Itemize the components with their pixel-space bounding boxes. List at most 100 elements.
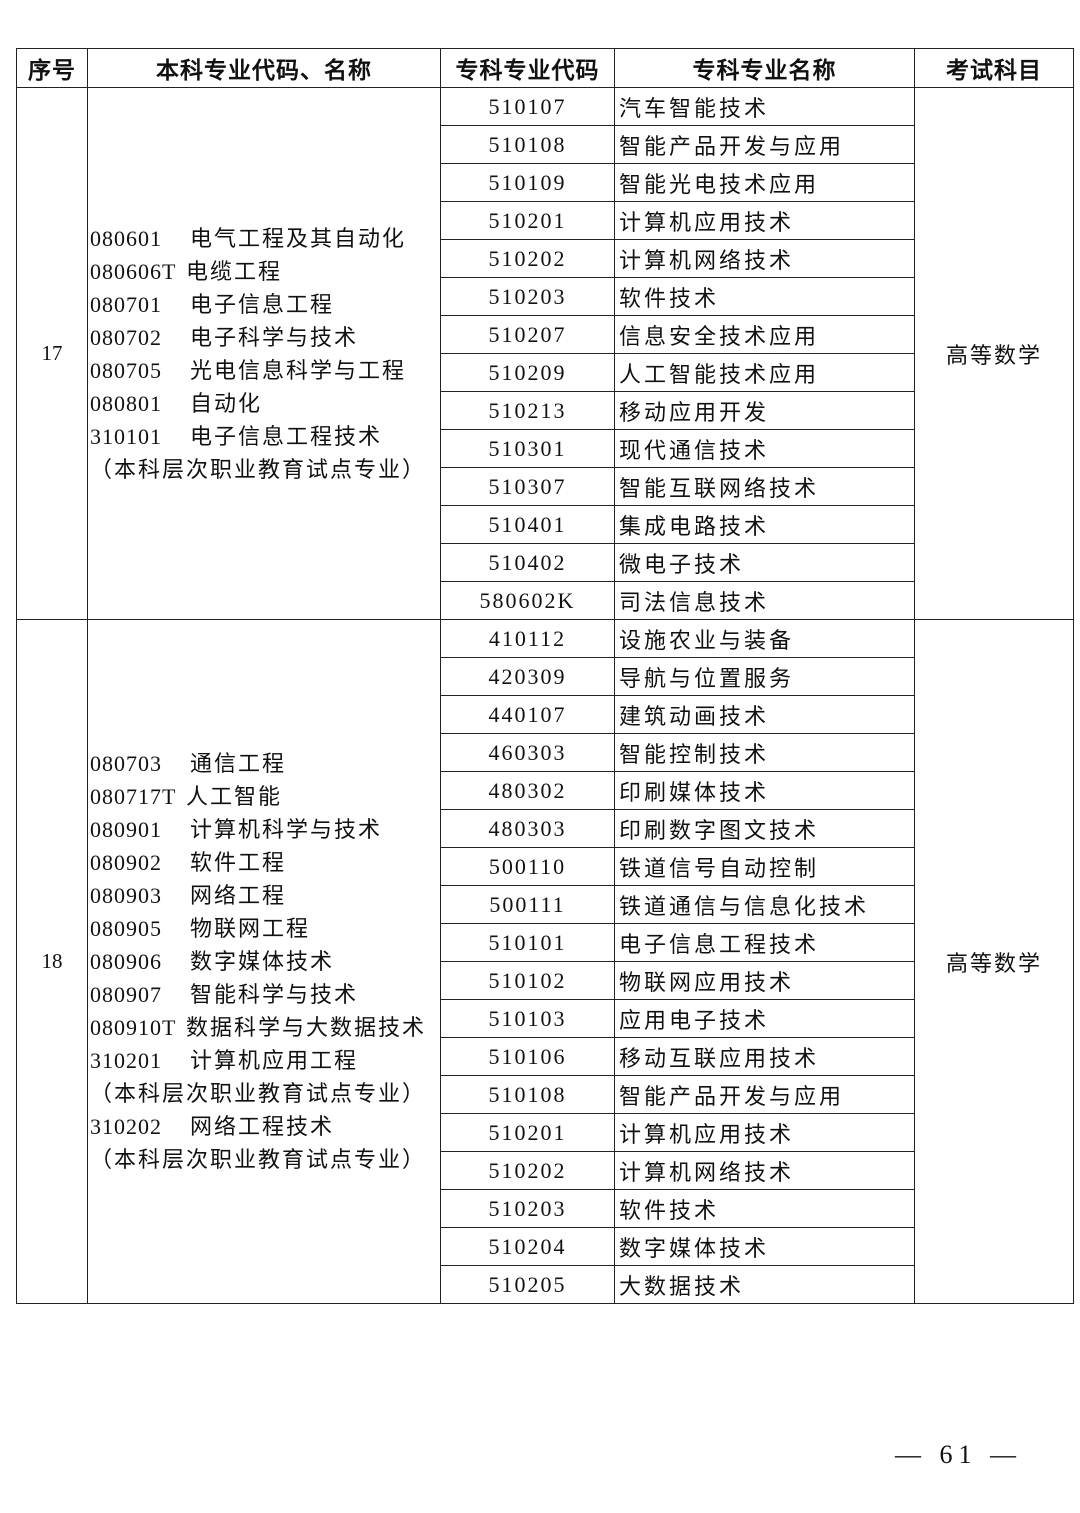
group-seq: 17 [16, 87, 88, 620]
major-name: 数字媒体技术 [614, 1227, 915, 1266]
bachelor-code: 080906 [90, 949, 162, 974]
table-row: 480302 印刷媒体技术 [17, 771, 1074, 810]
bachelor-major-line: 080702 电子科学与技术 [90, 321, 440, 354]
bachelor-code: 080606T [90, 258, 177, 284]
major-name: 铁道信号自动控制 [614, 847, 915, 886]
bachelor-code: 080902 [90, 850, 162, 875]
major-name: 软件技术 [614, 277, 915, 316]
major-code: 580602K [440, 581, 615, 620]
major-code: 440107 [440, 695, 615, 734]
table-row: 510203 软件技术 [17, 1189, 1074, 1228]
major-code: 510204 [440, 1227, 615, 1266]
major-name: 大数据技术 [614, 1265, 915, 1304]
table-row: 17 080601 电气工程及其自动化 080606T 电缆工程 080701 电子信息工程… [16, 87, 1074, 620]
bachelor-name: （本科层次职业教育试点专业） [90, 456, 427, 482]
major-name: 智能光电技术应用 [614, 163, 915, 202]
major-code: 510102 [440, 961, 615, 1000]
table-row: 510103 应用电子技术 [17, 999, 1074, 1038]
bachelor-name: 软件工程 [190, 850, 287, 875]
major-name: 设施农业与装备 [614, 619, 915, 658]
bachelor-name: 计算机科学与技术 [190, 817, 383, 842]
major-code: 510307 [440, 467, 615, 506]
major-code: 510207 [440, 315, 615, 354]
major-code: 510202 [440, 239, 615, 278]
major-code: 410112 [440, 619, 615, 658]
exam-subject: 高等数学 [914, 619, 1074, 1304]
bachelor-major-line: 080910T 数据科学与大数据技术 [90, 1011, 440, 1044]
major-code: 510201 [440, 201, 615, 240]
bachelor-major-line: 080801 自动化 [90, 387, 440, 420]
table-row: 580602K 司法信息技术 [17, 581, 1074, 620]
major-name: 智能产品开发与应用 [614, 125, 915, 164]
major-name: 微电子技术 [614, 543, 915, 582]
major-code: 510401 [440, 505, 615, 544]
table-row: 18 080703 通信工程 080717T 人工智能 080901 计算机科学与技术 080… [16, 619, 1074, 1304]
table-row: 510108 智能产品开发与应用 [17, 125, 1074, 164]
header-bachelor: 本科专业代码、名称 [87, 48, 441, 88]
exam-subject: 高等数学 [914, 87, 1074, 620]
bachelor-name: 自动化 [190, 390, 263, 416]
bachelor-major-line: 080703 通信工程 [90, 747, 440, 780]
major-name: 应用电子技术 [614, 999, 915, 1038]
bachelor-major-line: 310202 网络工程技术 [90, 1110, 440, 1143]
header-subject: 考试科目 [914, 48, 1074, 88]
bachelor-code: 080705 [90, 357, 162, 383]
table-row: 510207 信息安全技术应用 [17, 315, 1074, 354]
bachelor-major-line: 080701 电子信息工程 [90, 288, 440, 321]
major-name: 软件技术 [614, 1189, 915, 1228]
bachelor-name: 数字媒体技术 [190, 949, 335, 974]
table-row: 510213 移动应用开发 [17, 391, 1074, 430]
major-code: 510203 [440, 277, 615, 316]
major-code: 510106 [440, 1037, 615, 1076]
major-code: 420309 [440, 657, 615, 696]
bachelor-major-line: 310201 计算机应用工程 [90, 1044, 440, 1077]
table-row: 510106 移动互联应用技术 [17, 1037, 1074, 1076]
table-row: 510301 现代通信技术 [17, 429, 1074, 468]
bachelor-code: 080907 [90, 982, 162, 1007]
bachelor-major-line: 080906 数字媒体技术 [90, 945, 440, 978]
bachelor-code: 080601 [90, 225, 162, 251]
table-row: 510209 人工智能技术应用 [17, 353, 1074, 392]
major-code: 480303 [440, 809, 615, 848]
major-name: 印刷数字图文技术 [614, 809, 915, 848]
major-code: 510101 [440, 923, 615, 962]
table-row: 510102 物联网应用技术 [17, 961, 1074, 1000]
major-name: 司法信息技术 [614, 581, 915, 620]
bachelor-major-line: 080901 计算机科学与技术 [90, 813, 440, 846]
bachelor-code: 310201 [90, 1048, 162, 1073]
page-number: — 61 — [895, 1440, 1022, 1469]
bachelor-name: 电子科学与技术 [190, 324, 359, 350]
bachelor-name: 数据科学与大数据技术 [186, 1015, 427, 1040]
major-name: 移动互联应用技术 [614, 1037, 915, 1076]
major-name: 信息安全技术应用 [614, 315, 915, 354]
bachelor-name: 电子信息工程 [190, 291, 335, 317]
exam-subject-table: 序号 本科专业代码、名称 专科专业代码 专科专业名称 考试科目 17 080601… [16, 48, 1074, 1304]
bachelor-name: 网络工程 [190, 883, 287, 908]
major-code: 510108 [440, 1075, 615, 1114]
table-row: 510202 计算机网络技术 [17, 1151, 1074, 1190]
major-name: 计算机应用技术 [614, 201, 915, 240]
major-name: 计算机应用技术 [614, 1113, 915, 1152]
bachelor-name: 电缆工程 [186, 258, 283, 284]
table-row: 510201 计算机应用技术 [17, 1113, 1074, 1152]
bachelor-name: 智能科学与技术 [190, 982, 359, 1007]
major-code: 510109 [440, 163, 615, 202]
bachelor-major-line: （本科层次职业教育试点专业） [90, 1077, 440, 1110]
bachelor-code: 080717T [90, 784, 177, 809]
bachelor-name: 物联网工程 [190, 916, 311, 941]
bachelor-major-line: 080705 光电信息科学与工程 [90, 354, 440, 387]
table-row: 510401 集成电路技术 [17, 505, 1074, 544]
major-name: 计算机网络技术 [614, 1151, 915, 1190]
major-code: 480302 [440, 771, 615, 810]
bachelor-code: 080905 [90, 916, 162, 941]
major-code: 500110 [440, 847, 615, 886]
table-row: 510204 数字媒体技术 [17, 1227, 1074, 1266]
bachelor-name: （本科层次职业教育试点专业） [90, 1147, 427, 1172]
header-major-name: 专科专业名称 [614, 48, 915, 88]
bachelor-code: 080903 [90, 883, 162, 908]
major-code: 500111 [440, 885, 615, 924]
group-seq: 18 [16, 619, 88, 1304]
major-name: 建筑动画技术 [614, 695, 915, 734]
bachelor-major-line: 080907 智能科学与技术 [90, 978, 440, 1011]
bachelor-name: 人工智能 [186, 784, 283, 809]
